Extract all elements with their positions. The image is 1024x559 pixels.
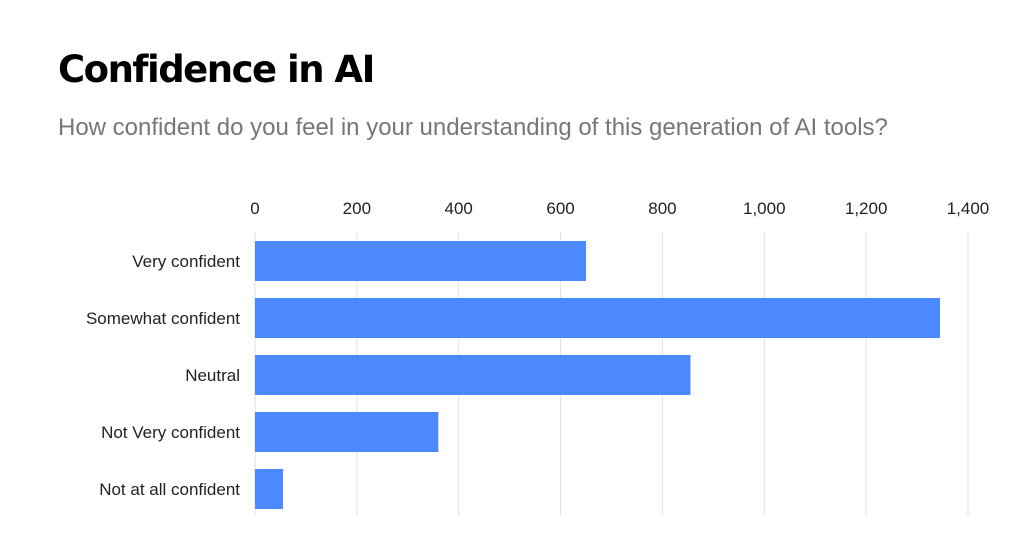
bar bbox=[255, 412, 439, 452]
x-tick-label: 600 bbox=[546, 199, 574, 218]
category-label: Very confident bbox=[132, 252, 240, 271]
bar bbox=[255, 355, 691, 395]
category-label: Neutral bbox=[185, 366, 240, 385]
x-tick-label: 200 bbox=[343, 199, 371, 218]
chart-title: Confidence in AI bbox=[58, 48, 375, 91]
bar bbox=[255, 469, 284, 509]
x-axis-ticks: 0 200 400 600 800 1,000 1,200 1,400 bbox=[250, 199, 989, 218]
x-tick-label: 800 bbox=[648, 199, 676, 218]
category-label: Not at all confident bbox=[99, 480, 240, 499]
x-tick-label: 1,200 bbox=[845, 199, 888, 218]
x-tick-label: 1,000 bbox=[743, 199, 786, 218]
bar bbox=[255, 298, 940, 338]
x-tick-label: 0 bbox=[250, 199, 259, 218]
category-label: Somewhat confident bbox=[86, 309, 240, 328]
x-tick-label: 1,400 bbox=[947, 199, 990, 218]
chart-subtitle: How confident do you feel in your unders… bbox=[58, 114, 888, 141]
category-label: Not Very confident bbox=[101, 423, 240, 442]
bars bbox=[255, 241, 940, 509]
category-labels: Very confident Somewhat confident Neutral N… bbox=[86, 252, 240, 499]
x-tick-label: 400 bbox=[445, 199, 473, 218]
bar bbox=[255, 241, 587, 281]
